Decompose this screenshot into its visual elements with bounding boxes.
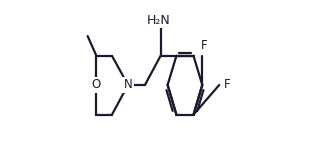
Text: H₂N: H₂N (147, 14, 171, 27)
Text: F: F (200, 39, 207, 52)
Text: O: O (92, 78, 101, 91)
Text: N: N (124, 78, 133, 91)
Text: F: F (224, 78, 231, 91)
